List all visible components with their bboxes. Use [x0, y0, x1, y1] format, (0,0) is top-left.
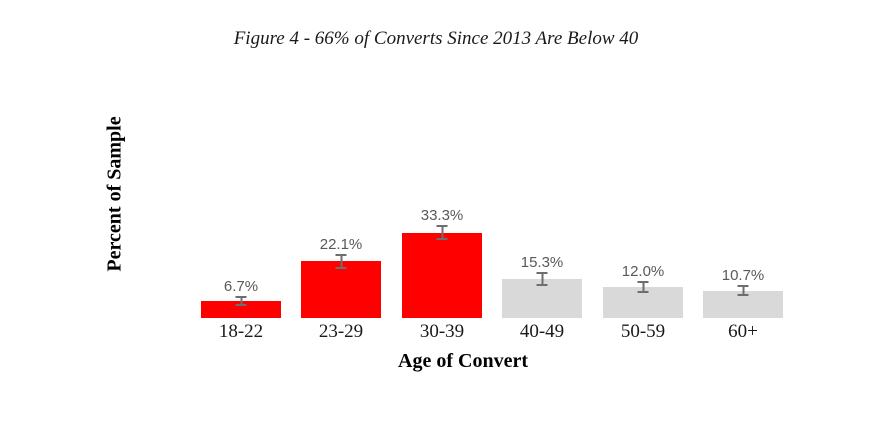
error-cap-bottom: [737, 294, 749, 297]
bar-group: 33.3% 30-39: [402, 208, 482, 341]
x-tick-label: 18-22: [218, 320, 264, 342]
error-stem: [340, 255, 342, 268]
error-bar: [235, 295, 247, 306]
error-cap-top: [335, 253, 347, 256]
error-cap-bottom: [335, 267, 347, 270]
bar-group: 12.0% 50-59: [603, 264, 683, 341]
error-stem: [642, 283, 644, 292]
error-cap-top: [235, 295, 247, 298]
error-bar: [737, 284, 749, 297]
error-cap-top: [737, 284, 749, 287]
error-cap-bottom: [235, 303, 247, 306]
x-tick-label: 23-29: [318, 320, 364, 342]
x-axis-title: Age of Convert: [398, 350, 528, 372]
x-tick-label: 40-49: [519, 320, 565, 342]
error-cap-bottom: [637, 291, 649, 294]
bar-value-label: 22.1%: [319, 235, 363, 253]
bar-group: 22.1% 23-29: [301, 237, 381, 341]
error-cap-top: [436, 225, 448, 228]
error-stem: [441, 227, 443, 239]
error-bar: [436, 225, 448, 241]
bar: [301, 261, 381, 318]
bar: [402, 232, 482, 318]
error-bar: [335, 253, 347, 270]
error-cap-bottom: [536, 283, 548, 286]
error-stem: [742, 286, 744, 295]
x-tick-label: 30-39: [419, 320, 465, 342]
error-stem: [541, 273, 543, 284]
bar-value-label: 6.7%: [223, 277, 259, 295]
bar-value-label: 33.3%: [420, 207, 464, 225]
bar-group: 6.7% 18-22: [201, 279, 281, 341]
error-stem: [240, 297, 242, 304]
error-cap-bottom: [436, 238, 448, 241]
bar-group: 15.3% 40-49: [502, 255, 582, 341]
error-cap-top: [637, 281, 649, 284]
bar-value-label: 10.7%: [721, 266, 765, 284]
bar-value-label: 12.0%: [621, 263, 665, 281]
x-tick-label: 50-59: [620, 320, 666, 342]
error-bar: [637, 281, 649, 294]
bar-value-label: 15.3%: [520, 253, 564, 271]
bar-group: 10.7% 60+: [703, 268, 783, 341]
chart-title: Figure 4 - 66% of Converts Since 2013 Ar…: [233, 28, 639, 49]
bar: [201, 300, 281, 318]
error-bar: [536, 271, 548, 286]
x-tick-label: 60+: [728, 320, 758, 342]
error-cap-top: [536, 271, 548, 274]
